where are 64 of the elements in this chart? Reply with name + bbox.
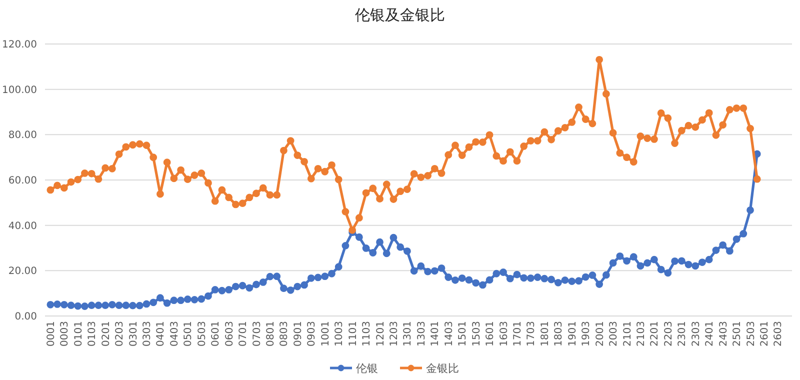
- x-tick-label: 0203: [114, 321, 126, 346]
- x-tick-label: 0501: [183, 321, 194, 346]
- legend-label: 伦银: [356, 362, 378, 375]
- x-tick-label: 2203: [663, 321, 674, 346]
- x-tick-label: 2303: [690, 321, 702, 346]
- x-tick-label: 1601: [485, 321, 496, 346]
- x-tick-label: 0803: [279, 321, 290, 346]
- x-tick-label: 0701: [238, 321, 250, 346]
- x-tick-label: 1301: [402, 321, 414, 346]
- x-tick-label: 2003: [608, 321, 620, 346]
- x-tick-label: 0101: [73, 321, 84, 346]
- x-tick-label: 0401: [156, 321, 167, 346]
- x-tick-label: 2503: [746, 321, 757, 346]
- x-tick-label: 0601: [210, 321, 222, 346]
- x-tick-label: 1901: [567, 321, 578, 346]
- x-tick-label: 1503: [471, 321, 482, 346]
- x-tick-label: 0003: [60, 321, 71, 346]
- x-tick-label: 1303: [416, 321, 428, 346]
- x-tick-label: 1203: [388, 321, 400, 346]
- x-tick-label: 0603: [224, 321, 236, 346]
- x-tick-label: 1003: [334, 321, 346, 346]
- x-tick-label: 2301: [677, 321, 688, 346]
- x-tick-label: 1401: [430, 321, 442, 346]
- x-tick-label: 0503: [196, 321, 208, 346]
- y-tick-label: 120.00: [2, 40, 37, 50]
- x-tick-label: 1501: [458, 321, 469, 346]
- x-tick-label: 2201: [650, 321, 661, 346]
- x-tick-label: 0703: [252, 321, 263, 346]
- x-tick-label: 2501: [732, 321, 744, 346]
- x-tick-label: 1001: [320, 321, 332, 346]
- x-tick-label: 0001: [46, 321, 57, 346]
- y-tick-label: 100.00: [2, 84, 37, 96]
- x-tick-label: 0403: [169, 321, 180, 346]
- x-tick-label: 1903: [581, 321, 592, 346]
- legend-label: 金银比: [426, 362, 459, 375]
- x-tick-label: 1103: [362, 321, 373, 346]
- y-tick-label: 40.00: [8, 220, 37, 232]
- x-tick-label: 2403: [718, 321, 730, 346]
- x-tick-label: 1201: [375, 321, 386, 346]
- chart-title: 伦银及金银比: [355, 6, 445, 24]
- x-tick-label: 0903: [306, 321, 318, 346]
- x-tick-label: 0901: [292, 321, 304, 346]
- y-tick-label: 20.00: [8, 266, 37, 278]
- x-tick-label: 1703: [526, 321, 538, 346]
- x-tick-label: 2601: [759, 321, 770, 346]
- x-tick-label: 1403: [444, 321, 455, 346]
- x-tick-label: 0303: [142, 321, 153, 346]
- x-tick-label: 0201: [100, 321, 112, 346]
- x-tick-label: 0301: [128, 321, 140, 346]
- x-tick-label: 1803: [554, 321, 565, 346]
- x-tick-label: 0103: [87, 321, 98, 346]
- x-tick-label: 2001: [594, 321, 606, 346]
- x-tick-label: 1701: [512, 321, 524, 346]
- x-tick-label: 2401: [704, 321, 716, 346]
- x-tick-label: 1101: [348, 321, 359, 346]
- x-tick-label: 0801: [265, 321, 276, 346]
- x-tick-label: 2103: [636, 321, 647, 346]
- y-tick-label: 60.00: [8, 176, 37, 186]
- x-tick-label: 2603: [773, 321, 784, 346]
- x-tick-label: 1801: [540, 321, 551, 346]
- y-tick-label: 80.00: [8, 130, 37, 142]
- y-tick-label: 0.00: [14, 312, 37, 322]
- x-tick-label: 2101: [622, 321, 634, 346]
- x-tick-label: 1603: [498, 321, 510, 346]
